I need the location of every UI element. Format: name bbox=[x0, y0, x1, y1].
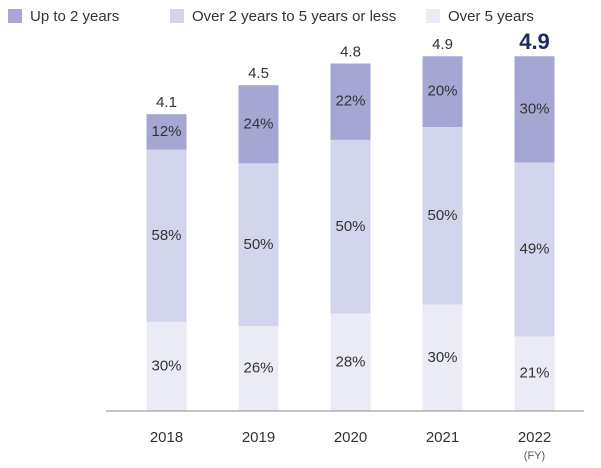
legend-swatch bbox=[8, 9, 22, 23]
legend-label: Over 5 years bbox=[448, 8, 534, 25]
x-tick-note: (FY) bbox=[524, 450, 545, 462]
segment-label: 50% bbox=[335, 218, 365, 235]
segment-label: 30% bbox=[427, 349, 457, 366]
bar-total-label: 4.9 bbox=[432, 36, 453, 53]
segment-label: 26% bbox=[243, 360, 273, 377]
x-tick-label: 2019 bbox=[242, 429, 275, 446]
segment-label: 49% bbox=[519, 241, 549, 258]
segment-label: 30% bbox=[519, 100, 549, 117]
segment-label: 50% bbox=[243, 236, 273, 253]
segment-label: 20% bbox=[427, 83, 457, 100]
segment-label: 30% bbox=[151, 357, 181, 374]
x-tick-label: 2020 bbox=[334, 429, 367, 446]
legend-label: Up to 2 years bbox=[30, 8, 119, 25]
x-tick-label: 2021 bbox=[426, 429, 459, 446]
segment-label: 24% bbox=[243, 115, 273, 132]
x-tick-label: 2022 bbox=[518, 429, 551, 446]
bar-total-label: 4.9 bbox=[519, 29, 550, 54]
bar-total-label: 4.5 bbox=[248, 65, 269, 82]
segment-label: 12% bbox=[151, 123, 181, 140]
bar-total-label: 4.8 bbox=[340, 43, 361, 60]
x-tick-label: 2018 bbox=[150, 429, 183, 446]
legend-label: Over 2 years to 5 years or less bbox=[192, 8, 396, 25]
segment-label: 28% bbox=[335, 353, 365, 370]
segment-label: 21% bbox=[519, 365, 549, 382]
segment-label: 58% bbox=[151, 227, 181, 244]
legend-swatch bbox=[170, 9, 184, 23]
segment-label: 22% bbox=[335, 93, 365, 110]
segment-label: 50% bbox=[427, 207, 457, 224]
bar-total-label: 4.1 bbox=[156, 94, 177, 111]
legend-swatch bbox=[426, 9, 440, 23]
